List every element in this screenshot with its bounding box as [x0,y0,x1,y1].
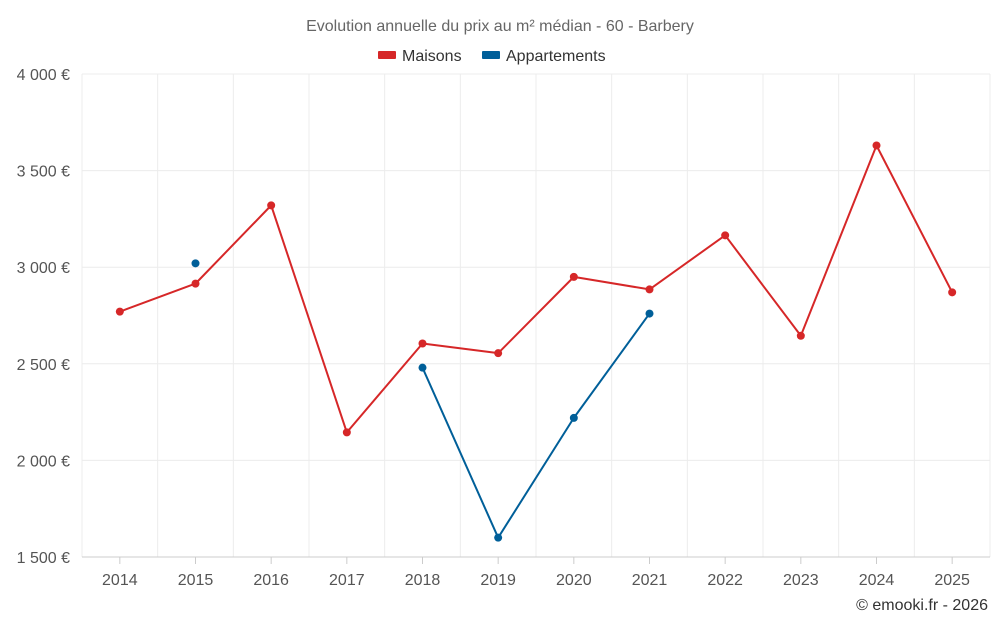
data-point-maisons[interactable] [796,331,805,340]
legend: Maisons Appartements [378,48,606,65]
x-tick-label: 2018 [405,572,441,589]
x-tick-label: 2014 [102,572,138,589]
x-tick-label: 2016 [253,572,289,589]
grid [81,73,991,558]
data-point-maisons[interactable] [115,307,124,316]
x-tick-label: 2023 [783,572,819,589]
credit-text: © emooki.fr - 2026 [856,597,988,614]
data-point-appartements[interactable] [191,259,200,268]
legend-swatch [378,51,396,59]
series-maisons [115,141,957,437]
data-point-appartements[interactable] [645,309,654,318]
data-point-appartements[interactable] [418,363,427,372]
x-tick-label: 2025 [934,572,970,589]
chart-title: Evolution annuelle du prix au m² médian … [306,18,694,35]
legend-item-appartements[interactable]: Appartements [482,48,606,65]
y-tick-label: 1 500 € [17,550,70,567]
legend-item-maisons[interactable]: Maisons [378,48,462,65]
data-point-maisons[interactable] [494,349,503,358]
legend-label: Appartements [506,48,606,65]
data-point-maisons[interactable] [342,428,351,437]
y-tick-label: 2 500 € [17,357,70,374]
y-axis: 1 500 € 2 000 € 2 500 € 3 000 € 3 500 € 4 000… [17,67,70,567]
y-tick-label: 3 500 € [17,164,70,181]
data-point-maisons[interactable] [872,141,881,150]
series-line-appartements [421,312,651,539]
data-point-maisons[interactable] [267,201,276,210]
data-point-maisons[interactable] [191,279,200,288]
x-tick-label: 2024 [859,572,895,589]
data-point-maisons[interactable] [721,231,730,240]
data-point-maisons[interactable] [645,285,654,294]
data-point-maisons[interactable] [418,339,427,348]
series-line-maisons [119,144,954,434]
data-point-maisons[interactable] [948,288,957,297]
x-tick-label: 2022 [707,572,743,589]
x-tick-label: 2021 [632,572,668,589]
data-point-appartements[interactable] [569,413,578,422]
legend-swatch [482,51,500,59]
x-tick-label: 2015 [178,572,214,589]
x-tick-label: 2019 [480,572,516,589]
x-tick-label: 2017 [329,572,365,589]
legend-label: Maisons [402,48,462,65]
y-tick-label: 2 000 € [17,453,70,470]
series-appartements [191,259,654,542]
data-point-maisons[interactable] [569,272,578,281]
y-tick-label: 3 000 € [17,260,70,277]
x-axis: 2014 2015 2016 2017 2018 2019 2020 2021 2022 2023… [102,557,970,589]
series-layer [115,141,957,542]
x-tick-label: 2020 [556,572,592,589]
data-point-appartements[interactable] [494,533,503,542]
y-tick-label: 4 000 € [17,67,70,84]
